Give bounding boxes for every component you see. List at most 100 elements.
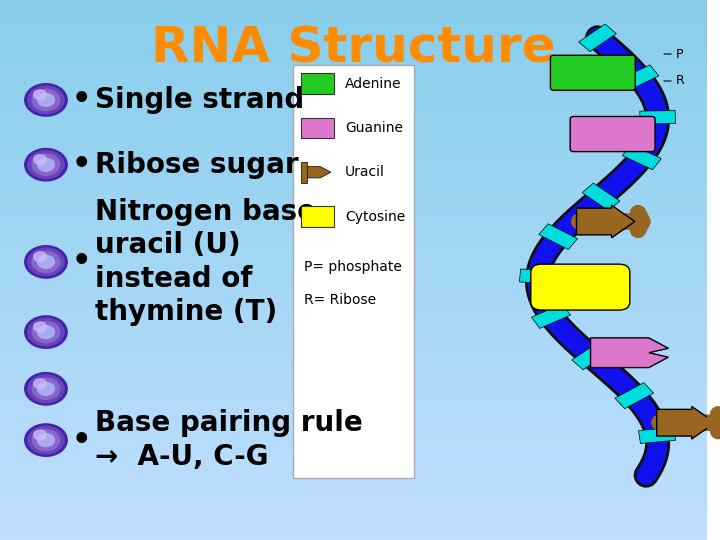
Bar <box>0 22 707 23</box>
Bar <box>0 295 707 297</box>
Polygon shape <box>590 338 668 368</box>
Circle shape <box>28 151 64 178</box>
Bar <box>0 270 707 272</box>
Bar <box>0 535 707 536</box>
Bar <box>0 220 707 221</box>
Circle shape <box>28 248 64 275</box>
FancyBboxPatch shape <box>531 264 630 310</box>
FancyBboxPatch shape <box>550 55 635 90</box>
Bar <box>0 117 707 119</box>
Bar <box>0 212 707 214</box>
Bar <box>0 428 707 430</box>
Bar <box>0 457 707 459</box>
Bar <box>0 39 707 42</box>
Circle shape <box>24 84 67 116</box>
Circle shape <box>37 158 55 171</box>
Bar <box>0 474 707 475</box>
Bar <box>0 236 707 238</box>
Bar <box>0 275 707 277</box>
Bar <box>0 47 707 49</box>
Circle shape <box>24 424 67 456</box>
Bar <box>0 42 707 43</box>
Bar <box>0 232 707 234</box>
Bar <box>0 347 707 349</box>
Bar <box>0 329 707 331</box>
Bar <box>0 11 707 12</box>
Circle shape <box>34 379 46 388</box>
Bar <box>0 417 707 420</box>
Bar <box>0 66 707 69</box>
Polygon shape <box>579 24 616 52</box>
Bar <box>0 466 707 468</box>
Text: Uracil: Uracil <box>345 165 385 179</box>
Bar <box>0 177 707 178</box>
Bar <box>0 9 707 11</box>
Polygon shape <box>639 427 675 443</box>
Bar <box>0 113 707 115</box>
Circle shape <box>34 430 46 440</box>
Bar <box>0 513 707 515</box>
Bar <box>0 319 707 320</box>
Text: •: • <box>71 150 91 179</box>
Bar <box>0 390 707 393</box>
Bar <box>0 155 707 157</box>
FancyBboxPatch shape <box>300 73 335 94</box>
Bar <box>0 72 707 74</box>
Bar <box>0 20 707 22</box>
Bar <box>0 162 707 164</box>
Bar <box>0 533 707 535</box>
Bar <box>0 140 707 142</box>
Bar <box>0 101 707 103</box>
Bar <box>0 508 707 509</box>
Bar <box>0 383 707 385</box>
Bar <box>0 245 707 247</box>
Bar <box>0 439 707 441</box>
Polygon shape <box>640 111 675 124</box>
Circle shape <box>32 90 60 111</box>
Bar <box>0 369 707 371</box>
Circle shape <box>32 378 60 399</box>
Bar <box>0 401 707 403</box>
Bar <box>0 320 707 322</box>
Bar <box>0 171 707 173</box>
Bar <box>0 524 707 525</box>
Bar <box>0 88 707 90</box>
Bar <box>0 45 707 47</box>
Bar <box>0 96 707 97</box>
Circle shape <box>28 318 64 346</box>
Bar <box>0 421 707 423</box>
Bar <box>0 7 707 9</box>
Bar <box>0 93 707 96</box>
Bar <box>0 277 707 279</box>
Bar <box>0 187 707 189</box>
Bar <box>0 394 707 396</box>
Bar <box>0 135 707 137</box>
Bar <box>0 520 707 522</box>
Text: P: P <box>675 48 683 60</box>
Bar <box>0 164 707 166</box>
Bar <box>0 455 707 457</box>
Bar <box>0 452 707 454</box>
Bar <box>0 266 707 268</box>
Bar <box>0 322 707 324</box>
Bar <box>0 248 707 250</box>
Bar <box>0 309 707 312</box>
Bar <box>0 268 707 270</box>
Bar <box>0 106 707 108</box>
Circle shape <box>37 93 55 106</box>
Bar <box>0 486 707 488</box>
Bar <box>0 414 707 416</box>
FancyArrow shape <box>304 167 331 178</box>
Bar <box>0 502 707 504</box>
Bar <box>0 471 707 474</box>
Circle shape <box>37 434 55 447</box>
Text: Cytosine: Cytosine <box>345 210 405 224</box>
Bar <box>0 201 707 204</box>
Polygon shape <box>572 342 610 370</box>
Bar <box>0 79 707 81</box>
Bar <box>0 432 707 434</box>
Bar <box>0 86 707 88</box>
Bar <box>0 263 707 265</box>
Bar <box>0 180 707 182</box>
Bar <box>0 126 707 128</box>
